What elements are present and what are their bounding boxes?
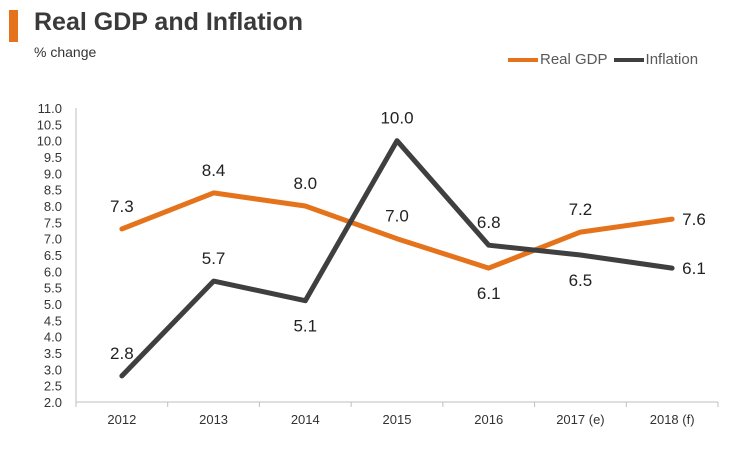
x-tick-label: 2015 [383, 412, 412, 427]
y-tick-label: 8.5 [44, 183, 62, 198]
x-tick-label: 2017 (e) [556, 412, 604, 427]
x-tick-label: 2016 [474, 412, 503, 427]
y-tick-label: 8.0 [44, 199, 62, 214]
x-tick-label: 2013 [199, 412, 228, 427]
legend-item-real-gdp: Real GDP [508, 51, 608, 68]
legend-swatch-real-gdp [508, 57, 538, 62]
data-label-inflation: 2.8 [110, 344, 134, 363]
data-label-real-gdp: 8.4 [202, 161, 226, 180]
y-tick-label: 4.0 [44, 330, 62, 345]
y-tick-label: 7.0 [44, 232, 62, 247]
title-accent-bar [9, 10, 18, 42]
chart-legend: Real GDP Inflation [508, 51, 704, 68]
data-label-real-gdp: 8.0 [293, 174, 317, 193]
data-label-real-gdp: 6.1 [477, 284, 501, 303]
data-label-inflation: 6.8 [477, 213, 501, 232]
data-label-real-gdp: 7.6 [682, 210, 706, 229]
y-tick-label: 3.5 [44, 346, 62, 361]
legend-label-real-gdp: Real GDP [540, 51, 608, 68]
data-label-inflation: 10.0 [380, 109, 413, 128]
series-line-real-gdp [119, 190, 675, 271]
y-tick-label: 6.0 [44, 264, 62, 279]
data-label-real-gdp: 7.0 [385, 207, 409, 226]
series-line-inflation [119, 138, 675, 379]
data-label-inflation: 6.1 [682, 259, 706, 278]
x-tick-label: 2012 [107, 412, 136, 427]
data-label-real-gdp: 7.3 [110, 197, 134, 216]
legend-item-inflation: Inflation [613, 51, 699, 68]
y-tick-label: 9.5 [44, 150, 62, 165]
data-label-inflation: 6.5 [569, 271, 593, 290]
data-label-real-gdp: 7.2 [569, 200, 593, 219]
data-label-inflation: 5.1 [293, 317, 317, 336]
x-tick-label: 2014 [291, 412, 320, 427]
x-tick-label: 2018 (f) [650, 412, 695, 427]
y-tick-label: 10.5 [37, 117, 62, 132]
y-tick-label: 11.0 [38, 101, 62, 116]
y-tick-label: 2.5 [44, 379, 62, 394]
y-tick-label: 5.5 [44, 281, 62, 296]
chart-title: Real GDP and Inflation [34, 8, 304, 36]
y-tick-label: 10.0 [37, 134, 62, 149]
data-label-inflation: 5.7 [202, 249, 226, 268]
legend-swatch-inflation [613, 57, 644, 62]
y-tick-label: 9.0 [44, 166, 62, 181]
y-tick-label: 4.5 [44, 313, 62, 328]
legend-label-inflation: Inflation [645, 51, 699, 68]
chart-subtitle: % change [34, 44, 97, 60]
y-tick-label: 7.5 [44, 215, 62, 230]
y-tick-label: 6.5 [44, 248, 62, 263]
y-tick-label: 3.0 [44, 362, 62, 377]
y-tick-label: 2.0 [44, 395, 62, 410]
y-tick-label: 5.0 [44, 297, 62, 312]
